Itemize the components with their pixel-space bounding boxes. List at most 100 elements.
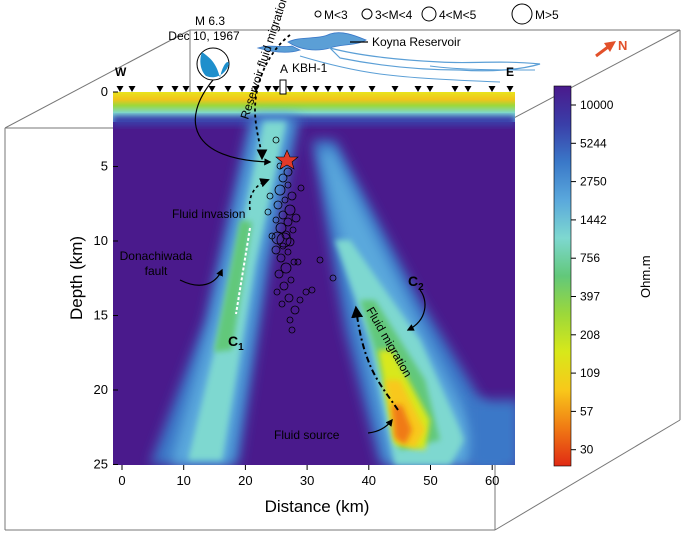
fault-label-line1: Donachiwada — [120, 249, 193, 263]
station-triangle — [156, 86, 164, 92]
x-axis-title: Distance (km) — [265, 497, 370, 516]
earthquake-circle — [286, 316, 294, 324]
earthquake-circle — [271, 245, 281, 255]
station-triangle — [264, 86, 272, 92]
earthquake-circle — [285, 237, 295, 247]
x-tick-label: 60 — [485, 473, 499, 488]
borehole-kbh1: A — [279, 62, 288, 95]
earthquake-circle — [287, 191, 297, 201]
earthquake-circle — [284, 248, 292, 256]
earthquake-circle — [284, 181, 292, 189]
north-arrow — [595, 41, 616, 58]
east-label: E — [506, 65, 514, 79]
earthquake-circle — [276, 232, 292, 248]
station-triangle — [208, 86, 216, 92]
borehole-label: KBH-1 — [292, 61, 328, 75]
station-triangle — [324, 86, 332, 92]
legend-circle — [314, 10, 322, 18]
earthquake-circle — [276, 253, 286, 263]
focal-mechanism-icon — [196, 47, 230, 81]
koyna-reservoir-shape — [256, 32, 541, 83]
station-triangle — [312, 86, 320, 92]
colorbar-tick-label: 109 — [580, 366, 600, 380]
earthquake-circle — [281, 196, 289, 204]
earthquake-circle — [278, 173, 288, 183]
fluid-invasion-label: Fluid invasion — [172, 207, 245, 221]
legend-circle — [511, 3, 533, 25]
station-triangle — [506, 86, 514, 92]
mainshock-star — [275, 149, 299, 170]
earthquake-circle — [316, 256, 324, 264]
legend-label: 3<M<4 — [375, 8, 413, 22]
station-triangle — [300, 86, 308, 92]
x-tick-label: 10 — [176, 473, 190, 488]
earthquake-circle — [266, 192, 274, 200]
colorbar-tick-label: 30 — [580, 443, 594, 457]
station-triangle — [488, 86, 496, 92]
x-tick-label: 0 — [118, 473, 125, 488]
earthquake-circle — [290, 258, 298, 266]
legend-label: M>5 — [535, 8, 559, 22]
legend-circle — [361, 8, 373, 20]
station-triangle — [451, 86, 459, 92]
earthquake-circle — [284, 293, 294, 303]
event-magnitude: M 6.3 — [195, 14, 225, 28]
y-axis-title: Depth (km) — [67, 236, 86, 320]
station-triangle — [336, 86, 344, 92]
earthquake-circle — [287, 276, 295, 284]
earthquake-circle — [274, 269, 284, 279]
colorbar-gradient — [553, 85, 572, 467]
earthquake-circle — [264, 208, 272, 216]
earthquake-circle — [283, 217, 293, 227]
y-tick-label: 0 — [101, 84, 108, 99]
station-triangle — [171, 86, 179, 92]
legend-label: 4<M<5 — [439, 8, 477, 22]
earthquake-circle — [284, 204, 296, 216]
earthquake-circle — [329, 274, 337, 282]
station-triangle — [426, 86, 434, 92]
station-triangle — [272, 86, 280, 92]
colorbar-ticks: 10000 5244 2750 1442 756 397 208 109 57 30 — [571, 98, 614, 457]
earthquake-circle — [280, 262, 292, 274]
fault-label-line2: fault — [145, 264, 168, 278]
earthquake-circle — [297, 184, 305, 192]
earthquake-circle — [289, 226, 297, 234]
west-label: W — [115, 65, 127, 79]
earthquake-circle — [296, 296, 304, 304]
x-tick-label: 30 — [300, 473, 314, 488]
earthquake-circle — [268, 232, 276, 240]
station-triangle — [128, 86, 136, 92]
resistivity-section — [113, 92, 515, 465]
colorbar-unit: Ohm.m — [638, 255, 653, 298]
y-tick-label: 5 — [101, 159, 108, 174]
north-label: N — [618, 38, 627, 53]
colorbar-tick-label: 5244 — [580, 136, 607, 150]
colorbar-tick-label: 208 — [580, 328, 600, 342]
y-axis-ticks: 0 5 10 15 20 25 — [94, 84, 118, 472]
earthquake-circle — [274, 184, 286, 196]
earthquake-circle — [302, 288, 310, 296]
colorbar-tick-label: 2750 — [580, 175, 607, 189]
c1-label: C1 — [228, 333, 244, 353]
c2-label: C2 — [408, 273, 424, 293]
colorbar-tick-label: 10000 — [580, 98, 614, 112]
earthquake-circle — [279, 281, 289, 291]
station-triangle — [238, 86, 246, 92]
magnitude-legend: M<3 3<M<4 4<M<5 M>5 — [314, 3, 559, 25]
earthquake-circle — [272, 136, 280, 144]
donachiwada-fault-line — [235, 227, 251, 315]
legend-circle — [421, 6, 437, 22]
station-markers — [116, 86, 514, 92]
station-triangle — [391, 86, 399, 92]
event-date: Dec 10, 1967 — [168, 29, 240, 43]
earthquake-circle — [273, 200, 283, 210]
x-axis-ticks: 0 10 20 30 40 50 60 — [118, 465, 499, 488]
y-tick-label: 20 — [94, 382, 108, 397]
colorbar-tick-label: 397 — [580, 290, 600, 304]
station-triangle — [348, 86, 356, 92]
station-triangle — [224, 86, 232, 92]
station-triangle — [286, 86, 294, 92]
annotation-arrows — [179, 34, 426, 434]
colorbar-tick-label: 1442 — [580, 213, 607, 227]
